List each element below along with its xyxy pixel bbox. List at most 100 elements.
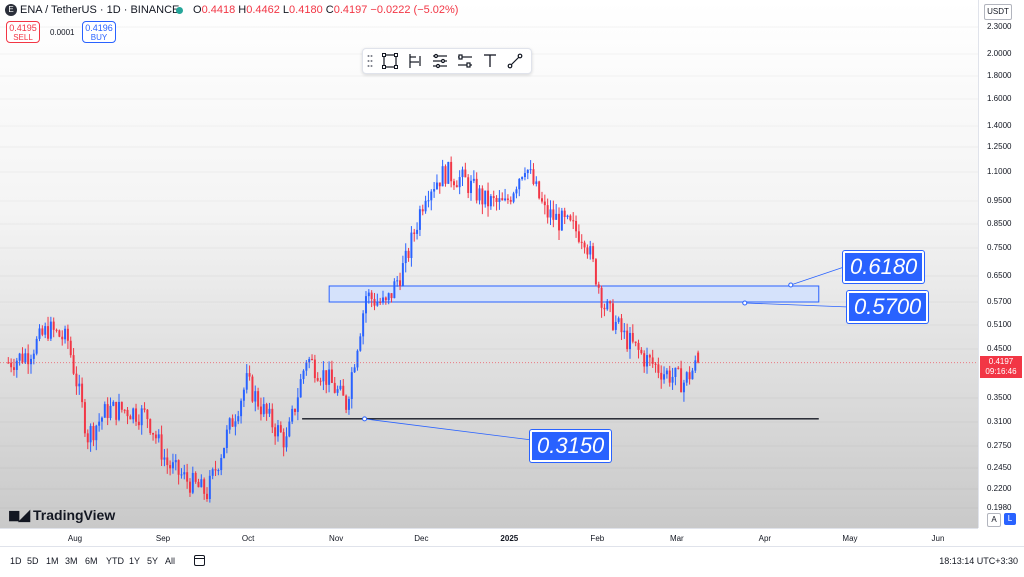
period-all[interactable]: All [165,556,176,566]
candlestick-plot[interactable] [0,0,978,528]
measure-icon[interactable] [452,49,477,73]
period-1m[interactable]: 1M [46,556,59,566]
period-5y[interactable]: 5Y [147,556,159,566]
candle [555,204,558,220]
candle [665,368,668,379]
candle [313,354,316,383]
candle [69,336,72,358]
period-3m[interactable]: 3M [65,556,78,566]
connector-support-anchor[interactable] [362,416,368,422]
price-tick: 2.0000 [987,49,1012,58]
candle [580,234,583,250]
ruler-icon[interactable] [427,49,452,73]
callout-zone-top[interactable]: 0.6180 [843,251,925,283]
sell-label: SELL [13,33,33,42]
candle [100,416,103,430]
candle [118,393,120,422]
sell-button[interactable]: 0.4195 SELL [6,21,40,43]
candle [345,394,348,414]
symbol-title[interactable]: ENA / TetherUS · 1D · BINANCE [20,4,180,16]
currency-selector[interactable]: USDT [984,4,1012,20]
candle [274,423,277,445]
candle [648,353,651,367]
connector-zone-bottom-anchor[interactable] [742,300,748,306]
connector-zone-top-anchor[interactable] [788,282,794,288]
candle [271,403,274,434]
price-tick: 0.2200 [987,484,1012,493]
candle [353,364,356,373]
price-tick: 0.4500 [987,344,1012,353]
candle [64,325,67,344]
time-label: Feb [590,534,605,543]
candle [509,196,512,205]
candle [242,387,245,408]
candle [634,341,637,347]
candle [66,324,69,349]
buy-button[interactable]: 0.4196 BUY [82,21,116,43]
candle [342,379,345,396]
text-icon[interactable] [477,49,502,73]
candle [489,194,492,210]
candle [413,228,416,242]
candle [316,372,319,382]
candle [228,417,231,434]
candle [677,366,680,370]
period-ytd[interactable]: YTD [106,556,124,566]
candle [362,310,365,345]
candle [160,425,163,467]
rectangle-icon[interactable] [377,49,402,73]
candle [631,324,634,344]
candle [674,367,677,386]
callout-zone-bottom[interactable]: 0.5700 [847,291,929,323]
candle [234,414,237,436]
candle [577,224,580,244]
candle [558,207,561,241]
callout-support[interactable]: 0.3150 [530,430,612,462]
candle [180,468,183,479]
ohlc-h-label: H [238,4,247,16]
chart-area[interactable]: E ENA / TetherUS · 1D · BINANCE O0.4418 … [0,0,978,528]
time-axis[interactable]: Aug Sep Oct Nov Dec 2025 Feb Mar Apr May Jun [0,528,978,547]
candle [364,291,367,323]
period-5d[interactable]: 5D [27,556,39,566]
candle [603,303,606,317]
candle [620,314,623,341]
fib-icon[interactable] [402,49,427,73]
candle [296,388,299,421]
candle [186,463,189,489]
candle [594,258,597,287]
period-6m[interactable]: 6M [85,556,98,566]
calendar-icon[interactable] [194,555,205,566]
candle [49,316,52,341]
candle [333,377,336,394]
tradingview-logo: ◼◢ TradingView [8,506,115,524]
connector-zone-bottom [744,302,850,308]
candle [384,296,387,305]
price-scale[interactable]: USDT 2.3000 2.0000 1.8000 1.6000 1.4000 1.250… [978,0,1024,528]
period-1y[interactable]: 1Y [129,556,141,566]
candle [152,432,155,441]
candle [447,161,450,185]
candle [671,367,674,390]
grip-icon[interactable] [363,49,377,73]
candle [401,255,404,287]
resistance-zone[interactable] [328,285,820,303]
candle [174,454,177,471]
candle [529,160,532,174]
candle [535,176,538,187]
candle [611,299,614,332]
candle [623,323,626,339]
candle [27,344,30,374]
candle [657,357,660,379]
line-icon[interactable] [502,49,527,73]
auto-scale-button[interactable]: A [987,513,1001,527]
candle [98,413,101,432]
candle [217,468,220,476]
period-1d[interactable]: 1D [10,556,22,566]
time-label: May [842,534,858,543]
candle [47,316,50,342]
candle [15,357,18,378]
candle [464,162,467,178]
log-scale-button[interactable]: L [1004,513,1016,525]
clock[interactable]: 18:13:14 UTC+3:30 [939,556,1018,566]
